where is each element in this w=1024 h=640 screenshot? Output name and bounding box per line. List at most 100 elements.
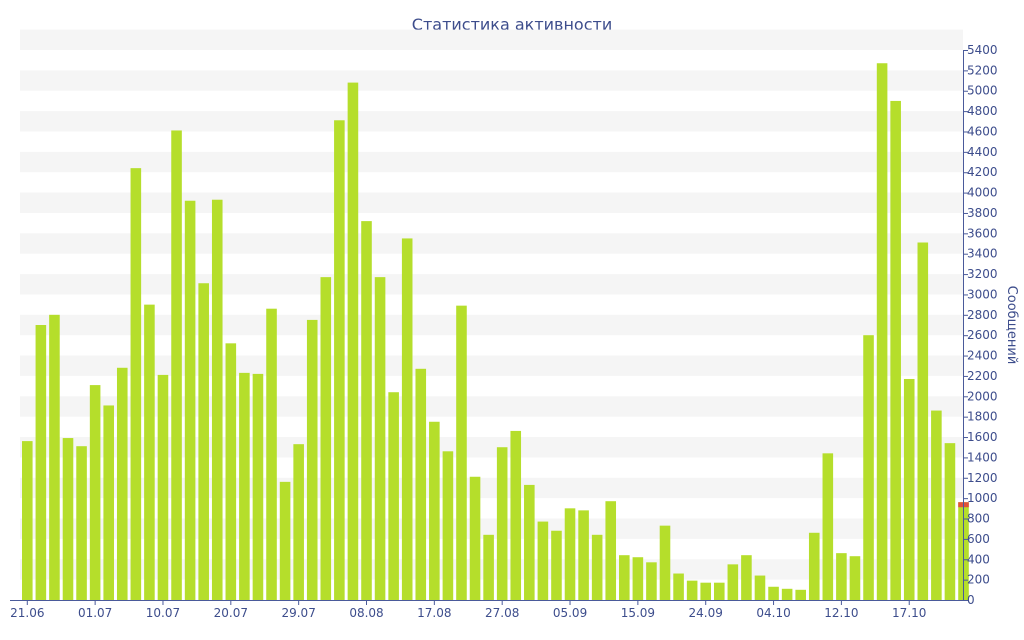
bar	[713, 582, 725, 600]
bar	[619, 555, 630, 600]
y-tick-label: 2400	[967, 349, 998, 363]
bar	[686, 580, 698, 600]
bar	[184, 200, 196, 601]
bar	[741, 555, 752, 600]
bar	[171, 130, 182, 600]
bar	[415, 368, 427, 600]
y-tick-label: 1400	[967, 450, 998, 464]
y-tick-label: 1200	[967, 471, 998, 485]
x-tick-label: 01.07	[78, 606, 112, 620]
bar	[429, 421, 440, 600]
bar	[252, 373, 264, 600]
grid-stripe	[20, 274, 963, 295]
y-tick-label: 1600	[967, 430, 998, 444]
x-tick-label: 17.08	[417, 606, 451, 620]
bar	[632, 557, 644, 600]
bar	[537, 521, 549, 600]
grid-stripe	[20, 70, 963, 91]
bar	[49, 314, 60, 600]
bar	[808, 532, 820, 600]
bar	[334, 120, 345, 600]
y-tick-label: 3000	[967, 287, 998, 301]
y-tick-label: 400	[967, 552, 990, 566]
x-tick-label: 21.06	[10, 606, 44, 620]
bar	[374, 277, 386, 600]
bar	[469, 476, 481, 600]
bar	[89, 385, 101, 600]
bar	[211, 199, 223, 600]
bar	[768, 586, 779, 600]
x-tick-label: 20.07	[214, 606, 248, 620]
bar	[863, 335, 874, 600]
y-tick-label: 4400	[967, 145, 998, 159]
x-tick-label: 17.10	[892, 606, 926, 620]
bar	[347, 82, 359, 601]
bar	[931, 410, 942, 600]
grid-stripe	[20, 151, 963, 173]
x-tick-label: 15.09	[621, 606, 655, 620]
bar	[591, 534, 603, 600]
x-tick-label: 04.10	[756, 606, 790, 620]
bar	[62, 438, 74, 600]
bar	[103, 405, 114, 600]
bar	[401, 238, 413, 600]
bar	[890, 100, 901, 601]
x-axis-ticks: 21.06 01.07 10.07 20.07 29.07 08.08 17.08 27.08…	[10, 600, 926, 620]
grid-stripe	[20, 29, 963, 50]
x-tick-label: 12.10	[824, 606, 858, 620]
x-tick-label: 29.07	[281, 606, 315, 620]
bar	[157, 374, 169, 600]
x-tick-label: 05.09	[553, 606, 587, 620]
bar	[306, 319, 318, 600]
y-tick-label: 2000	[967, 389, 998, 403]
y-tick-label: 800	[967, 512, 990, 526]
bar	[646, 562, 657, 600]
y-axis-ticks: 0 200 400 600 800 1000 1200 1400 1600 1800 2000 220…	[963, 43, 998, 607]
y-tick-label: 4200	[967, 165, 998, 179]
x-tick-label: 10.07	[146, 606, 180, 620]
bar	[903, 378, 915, 600]
y-tick-label: 3600	[967, 226, 998, 240]
y-tick-label: 4000	[967, 186, 998, 200]
bar	[442, 451, 454, 600]
bar	[483, 534, 494, 600]
grid-stripe	[20, 233, 963, 254]
y-tick-label: 3800	[967, 206, 998, 220]
x-tick-label: 08.08	[349, 606, 383, 620]
grid-stripes	[20, 29, 963, 580]
bar	[35, 325, 47, 600]
bar	[781, 588, 793, 600]
bar	[225, 343, 237, 600]
y-tick-label: 3200	[967, 267, 998, 281]
bar	[524, 484, 535, 600]
bar	[279, 481, 291, 600]
bar	[76, 446, 87, 600]
bar	[659, 525, 671, 600]
bar	[456, 305, 467, 600]
axes-group	[10, 50, 964, 601]
bar	[551, 530, 562, 600]
bar	[361, 221, 372, 601]
bar	[849, 556, 861, 600]
bar	[836, 553, 847, 600]
y-tick-label: 0	[967, 593, 975, 607]
bar	[144, 304, 155, 600]
bar	[605, 501, 617, 600]
bar	[822, 453, 834, 600]
bar	[917, 242, 929, 600]
bar	[198, 283, 209, 600]
bar	[130, 168, 142, 600]
bar	[510, 430, 522, 600]
bar	[944, 443, 956, 600]
y-tick-label: 4600	[967, 124, 998, 138]
bar	[795, 589, 806, 600]
y-tick-label: 3400	[967, 247, 998, 261]
grid-stripe	[20, 111, 963, 132]
y-tick-label: 600	[967, 532, 990, 546]
y-tick-label: 2200	[967, 369, 998, 383]
bar	[754, 575, 766, 600]
grid-stripe	[20, 355, 963, 376]
bar	[388, 392, 399, 600]
y-tick-label: 2800	[967, 308, 998, 322]
